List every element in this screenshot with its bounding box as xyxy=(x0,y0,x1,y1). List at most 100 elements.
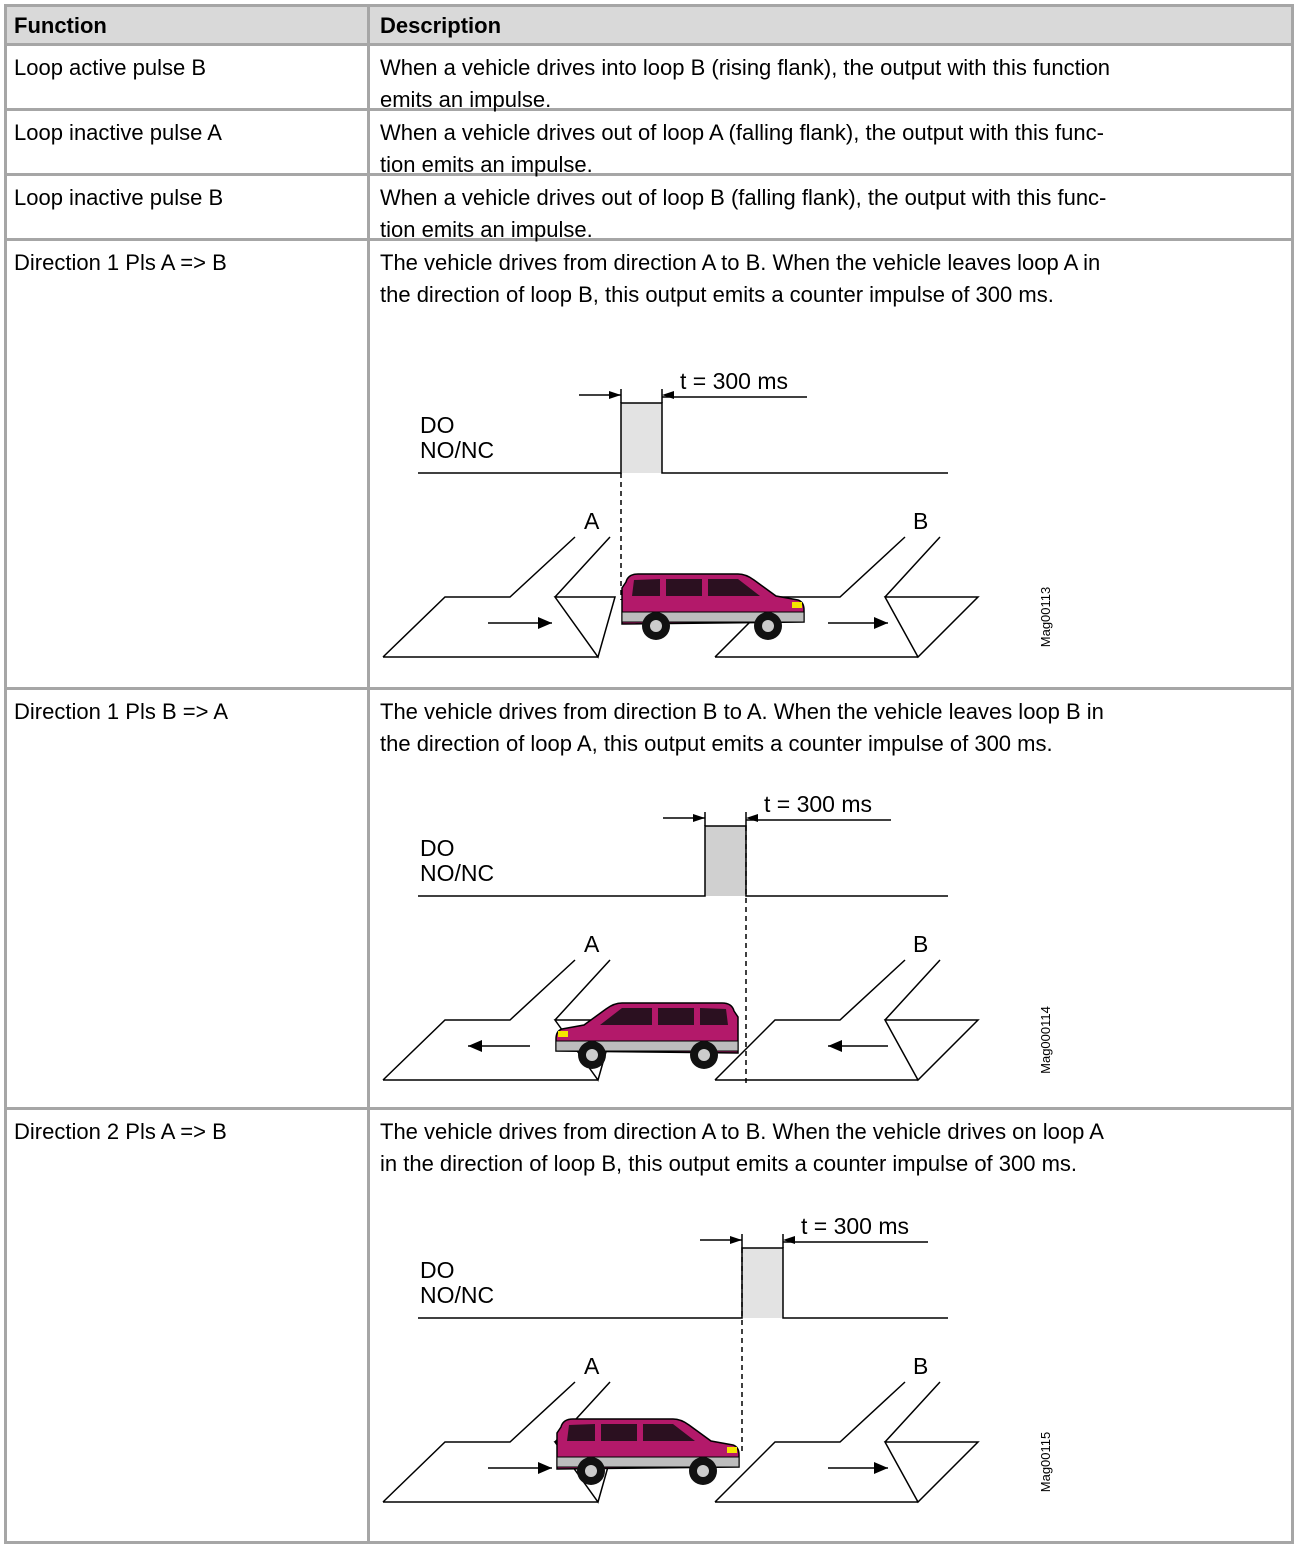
function-table: Function Description Loop active pulse B Wh… xyxy=(4,4,1294,1544)
pulse xyxy=(705,826,746,896)
description-cell: When a vehicle drives into loop B (risin… xyxy=(370,46,1294,112)
table-row: Direction 2 Pls A => B The vehicle drives… xyxy=(4,1110,1294,1544)
car-trim xyxy=(555,1040,739,1052)
car-light xyxy=(727,1447,737,1453)
description-line: When a vehicle drives into loop B (risin… xyxy=(380,55,1111,80)
car-hub xyxy=(697,1465,709,1477)
signal-label: DO xyxy=(420,835,455,861)
table-row: Loop active pulse B When a vehicle drives… xyxy=(4,46,1294,112)
car-hub xyxy=(586,1049,598,1061)
table-row: Loop inactive pulse B When a vehicle driv… xyxy=(4,176,1294,242)
signal-label: DO xyxy=(420,1257,455,1283)
signal-line xyxy=(418,402,948,474)
function-cell: Direction 2 Pls A => B xyxy=(4,1110,370,1541)
header-row: Function Description xyxy=(4,4,1294,46)
car-trim xyxy=(556,1456,740,1468)
car-window xyxy=(666,579,702,596)
figure-id: Mag00115 xyxy=(1038,1432,1053,1492)
duration-label: t = 300 ms xyxy=(801,1213,909,1239)
arrow-head xyxy=(874,1462,888,1474)
figure-id: Mag00113 xyxy=(1038,587,1053,647)
function-cell: Direction 1 Pls B => A xyxy=(4,690,370,1107)
car-hub xyxy=(698,1049,710,1061)
description-cell: The vehicle drives from direction A to B… xyxy=(370,1110,1294,1541)
description-cell: The vehicle drives from direction B to A… xyxy=(370,690,1294,1107)
signal-line xyxy=(418,825,948,897)
loop-a xyxy=(382,536,616,659)
arrow-head xyxy=(828,1040,842,1052)
arrow-head xyxy=(874,617,888,629)
description-line: tion emits an impulse. xyxy=(380,217,593,242)
loop-b-label: B xyxy=(913,931,928,957)
car-window xyxy=(601,1424,637,1441)
description-line: emits an impulse. xyxy=(380,87,552,112)
description-cell: When a vehicle drives out of loop A (fal… xyxy=(370,111,1294,177)
description-line: in the direction of loop B, this output … xyxy=(380,1151,1078,1176)
signal-label: DO xyxy=(420,412,455,438)
arrow-head xyxy=(783,1236,795,1244)
arrow-head xyxy=(468,1040,482,1052)
pulse xyxy=(621,403,662,473)
pulse xyxy=(742,1248,783,1318)
function-cell: Loop inactive pulse A xyxy=(4,111,370,173)
duration-label: t = 300 ms xyxy=(764,791,872,817)
description-cell: When a vehicle drives out of loop B (fal… xyxy=(370,176,1294,242)
description-line: When a vehicle drives out of loop A (fal… xyxy=(380,120,1104,145)
table-row: Direction 1 Pls A => B The vehicle drives… xyxy=(4,241,1294,690)
car xyxy=(555,1002,739,1069)
loop-a-label: A xyxy=(584,931,600,957)
loop-b-label: B xyxy=(913,1353,928,1379)
loop-a-label: A xyxy=(584,1353,600,1379)
car-window xyxy=(708,579,760,596)
arrow-head xyxy=(693,814,705,822)
car-hub xyxy=(650,620,662,632)
car-light xyxy=(792,602,802,608)
car-hub xyxy=(585,1465,597,1477)
arrow-head xyxy=(730,1236,742,1244)
arrow-head xyxy=(662,391,674,399)
loop-b xyxy=(714,536,980,659)
loop-b-label: B xyxy=(913,508,928,534)
header-cell: Description xyxy=(380,13,502,38)
function-cell: Loop inactive pulse B xyxy=(4,176,370,238)
car-window xyxy=(643,1424,695,1441)
loop-b xyxy=(714,959,980,1082)
table-row: Loop inactive pulse A When a vehicle driv… xyxy=(4,111,1294,177)
description-line: The vehicle drives from direction A to B… xyxy=(380,1119,1104,1144)
loop-b xyxy=(714,1381,980,1504)
car-window xyxy=(632,579,660,596)
description-line: The vehicle drives from direction B to A… xyxy=(380,699,1104,724)
car xyxy=(621,573,805,640)
function-cell: Direction 1 Pls A => B xyxy=(4,241,370,687)
arrow-head xyxy=(746,814,758,822)
contact-label: NO/NC xyxy=(420,437,494,463)
arrow-head xyxy=(538,1462,552,1474)
description-line: tion emits an impulse. xyxy=(380,152,593,177)
function-cell: Loop active pulse B xyxy=(4,46,370,108)
loop-a xyxy=(382,1381,616,1504)
header-cell: Function xyxy=(4,4,370,43)
car xyxy=(556,1418,740,1485)
description-line: When a vehicle drives out of loop B (fal… xyxy=(380,185,1107,210)
contact-label: NO/NC xyxy=(420,1282,494,1308)
car-window xyxy=(658,1008,694,1025)
duration-label: t = 300 ms xyxy=(680,368,788,394)
arrow-head xyxy=(609,391,621,399)
arrow-head xyxy=(538,617,552,629)
table-row: Direction 1 Pls B => A The vehicle drives… xyxy=(4,690,1294,1110)
car-hub xyxy=(762,620,774,632)
car-trim xyxy=(621,611,805,623)
loop-a-label: A xyxy=(584,508,600,534)
figure-id: Mag000114 xyxy=(1038,1006,1053,1074)
contact-label: NO/NC xyxy=(420,860,494,886)
car-window xyxy=(700,1008,728,1025)
description-line: the direction of loop A, this output emi… xyxy=(380,731,1053,756)
description-line: the direction of loop B, this output emi… xyxy=(380,282,1054,307)
car-window xyxy=(600,1008,652,1025)
description-cell: The vehicle drives from direction A to B… xyxy=(370,241,1294,687)
description-line: The vehicle drives from direction A to B… xyxy=(380,250,1101,275)
